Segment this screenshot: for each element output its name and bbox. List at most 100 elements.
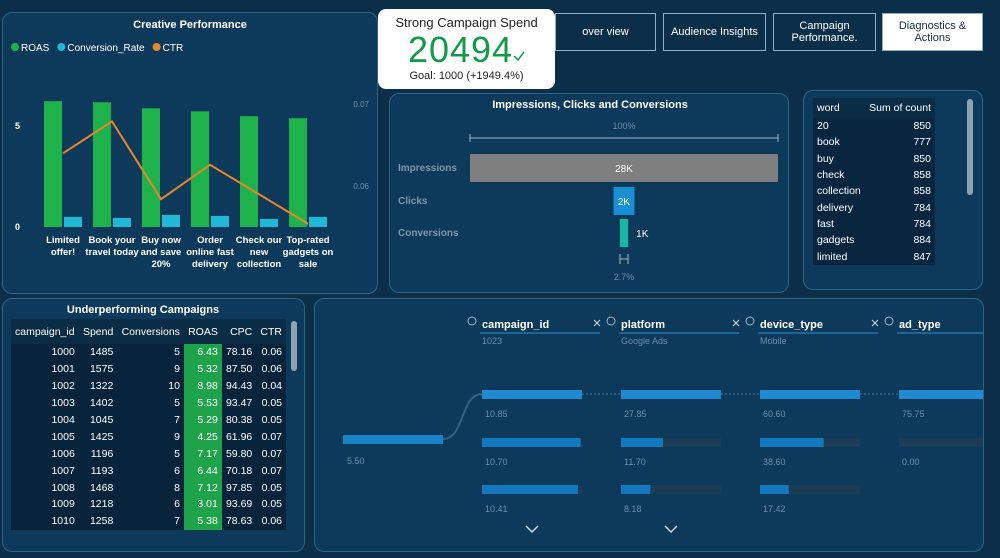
table-row: 1003 1402 5 5.53 93.47 0.05 (11, 394, 286, 412)
bracket (619, 254, 629, 264)
bar (211, 215, 229, 227)
table-cell: 7 (174, 515, 180, 528)
funnel-bar (619, 219, 629, 247)
table-cell: 10 (168, 380, 180, 393)
table-cell: 70.18 (225, 464, 253, 477)
table-cell: check (817, 169, 845, 182)
node-bar (482, 390, 582, 399)
node-bar (621, 390, 721, 399)
node-value: 75.75 (902, 409, 925, 419)
header-cell: Conversions (121, 325, 180, 338)
campaign-table: campaign_id Spend Conversions ROAS CPC CTR 100… (11, 319, 286, 530)
node-bar (621, 438, 664, 447)
table-cell: 0.05 (261, 498, 282, 511)
chart-title: Impressions, Clicks and Conversions (492, 99, 688, 111)
chart-svg: Impressions, Clicks and Conversions 100% I… (398, 99, 779, 282)
bulb-icon (467, 316, 477, 326)
table-cell: 1005 (51, 430, 75, 443)
x-tick-label: Book your travel today (85, 235, 139, 258)
table-cell: 858 (913, 185, 931, 198)
table-row: fast 784 (813, 215, 935, 233)
bulb-icon (606, 316, 616, 326)
value-label: 2K (618, 197, 631, 208)
table-cell: 1007 (51, 464, 75, 477)
table-row: 1007 1193 6 6.44 70.18 0.07 (11, 462, 286, 480)
table-cell: 0.07 (261, 447, 282, 460)
table-cell: 1196 (90, 447, 114, 460)
bar (44, 101, 62, 227)
nav-button[interactable]: over view (555, 13, 656, 51)
nav-button[interactable]: Diagnostics & Actions (882, 13, 983, 51)
node-value: 8.18 (624, 504, 642, 514)
table-cell: 1006 (51, 447, 75, 460)
kpi-title: Strong Campaign Spend (395, 15, 538, 30)
node-track (899, 438, 983, 447)
word-panel: word Sum of count 20 850 book 777 buy 850 check 8… (803, 90, 983, 290)
legend-label: CTR (163, 43, 184, 54)
kpi-card: Strong Campaign Spend 20494 Goal: 1000 (… (378, 9, 555, 89)
table-cell: 5 (174, 397, 180, 410)
table-cell: buy (817, 152, 834, 165)
table-cell: 0.06 (261, 363, 282, 376)
table-cell: 784 (913, 217, 931, 230)
table-row: 1006 1196 5 7.17 59.80 0.07 (11, 445, 286, 463)
root-bar (343, 435, 443, 444)
table-cell: 0.05 (261, 414, 282, 426)
bulb-icon (745, 316, 755, 326)
table-cell: 6 (174, 498, 180, 511)
node-value: 17.42 (763, 504, 786, 514)
table-cell: book (817, 136, 840, 149)
table-cell: gadgets (817, 234, 855, 247)
table-cell: 850 (913, 120, 931, 133)
bar (162, 214, 180, 227)
node-value: 0.00 (902, 457, 920, 467)
y-tick-label: 5 (15, 121, 20, 131)
line (62, 119, 309, 225)
node-bar (760, 390, 860, 399)
table-row: delivery 784 (813, 199, 935, 216)
table-cell: 9 (174, 430, 180, 443)
kpi-number: 20494 (407, 29, 514, 70)
table-cell: 1004 (51, 414, 75, 426)
table-row: 1008 1468 8 7.12 97.85 0.05 (11, 479, 286, 497)
table-row: gadgets 884 (813, 232, 935, 249)
x-tick-label: Order online fast delivery (186, 235, 234, 270)
node-value: 60.60 (763, 409, 786, 419)
nav-button[interactable]: Audience Insights (663, 13, 766, 51)
field-header: platform (621, 319, 665, 331)
table-cell: 1485 (89, 346, 114, 359)
kpi-value: 20494 (378, 30, 555, 70)
value-label: 1K (636, 229, 649, 240)
table-cell: 6.43 (183, 344, 222, 361)
table-row: 1009 1218 6 3.01 93.69 0.05 (11, 496, 286, 513)
table-cell: 0.06 (261, 346, 282, 359)
value-label: 28K (615, 164, 633, 175)
campaign-panel: Underperforming Campaigns campaign_id Spen… (2, 298, 305, 552)
bar (309, 216, 327, 227)
table-cell: 3.01 (183, 496, 222, 513)
scrollbar (291, 321, 297, 371)
node-bar (482, 485, 578, 494)
table-cell: 20 (817, 120, 829, 133)
close-icon (593, 319, 601, 327)
chart-svg: Creative Performance ROAS Conversion_Rate C… (11, 19, 370, 232)
table-row: buy 850 (813, 150, 935, 167)
table-cell: 5.32 (183, 360, 222, 378)
table-row: book 777 (813, 134, 935, 151)
table-cell: 6.44 (183, 462, 222, 480)
legend-marker (152, 43, 161, 51)
field-header: device_type (760, 319, 823, 331)
y-tick-label: 0 (15, 222, 20, 232)
table-cell: 1193 (90, 464, 114, 477)
table-cell: 4.25 (183, 428, 222, 446)
legend-marker (11, 43, 19, 51)
x-tick-label: Buy now and save 20% (140, 235, 182, 270)
table-cell: 1001 (51, 363, 75, 376)
legend-label: ROAS (21, 43, 50, 54)
table-cell: 1468 (89, 481, 114, 494)
bracket (469, 134, 779, 142)
node-track (621, 485, 721, 494)
table-cell: 59.80 (225, 447, 253, 460)
table-cell: 1402 (89, 397, 114, 410)
nav-button[interactable]: Campaign Performance. (773, 13, 876, 51)
